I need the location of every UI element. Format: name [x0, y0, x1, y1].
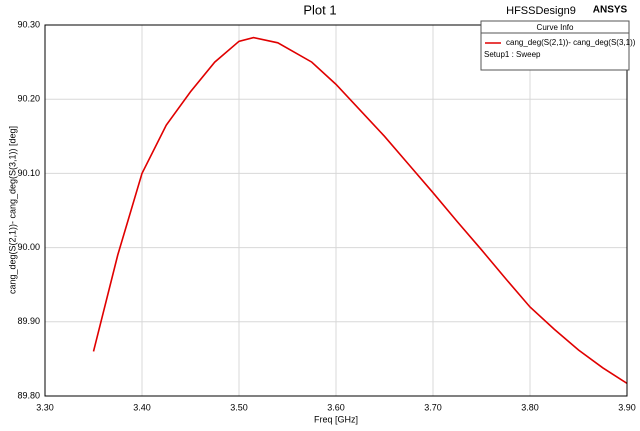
y-tick-label: 90.00	[17, 242, 40, 252]
x-tick-label: 3.60	[327, 402, 345, 412]
x-tick-label: 3.50	[230, 402, 248, 412]
y-tick-label: 90.20	[17, 94, 40, 104]
x-tick-label: 3.40	[133, 402, 151, 412]
legend-box	[480, 20, 630, 71]
y-tick-label: 90.10	[17, 168, 40, 178]
y-tick-label: 90.30	[17, 19, 40, 29]
y-tick-label: 89.90	[17, 316, 40, 326]
plot-frame	[44, 24, 628, 397]
x-tick-label: 3.70	[424, 402, 442, 412]
design-name: HFSSDesign9	[506, 5, 576, 17]
x-axis-label: Freq [GHz]	[314, 414, 358, 424]
brand: ANSYS	[593, 5, 628, 16]
chart-title: Plot 1	[303, 2, 336, 17]
x-tick-label: 3.30	[36, 402, 54, 412]
x-tick-label: 3.80	[521, 402, 539, 412]
legend-note: Setup1 : Sweep	[484, 50, 541, 59]
legend-entry: cang_deg(S(2,1))- cang_deg(S(3,1))	[506, 38, 636, 47]
legend-title: Curve Info	[537, 23, 574, 32]
legend: Curve Info cang_deg(S(2,1))- cang_deg(S(…	[480, 20, 636, 71]
y-axis-label: cang_deg(S(2,1))- cang_deg(S(3,1)) [deg]	[7, 126, 17, 294]
series-line	[92, 36, 628, 385]
y-tick-label: 89.80	[17, 390, 40, 400]
x-tick-label: 3.90	[618, 402, 636, 412]
